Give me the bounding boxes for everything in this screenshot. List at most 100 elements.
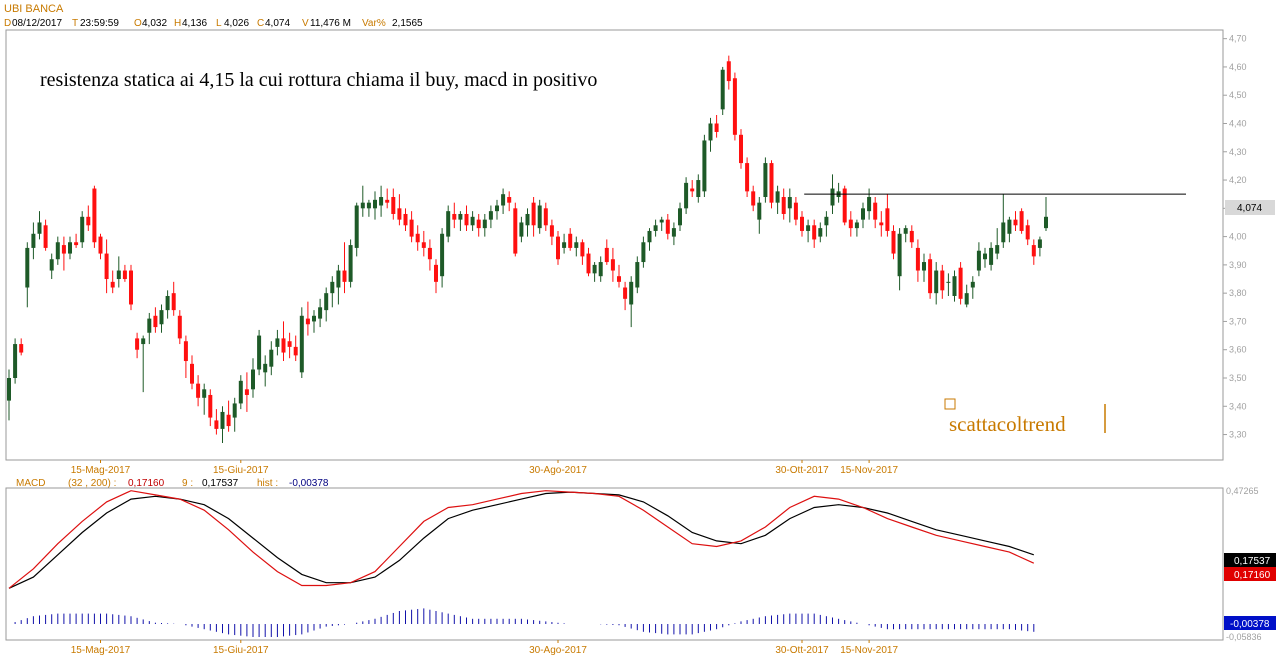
candle-body: [543, 208, 548, 226]
candle: [696, 174, 701, 203]
candle: [92, 185, 97, 248]
signal-legend-value: 0,17537: [202, 478, 239, 489]
candle: [678, 202, 682, 231]
candle: [952, 270, 957, 302]
candle: [983, 247, 987, 268]
candle-body: [342, 270, 347, 282]
candle-body: [897, 233, 902, 277]
candle-body: [842, 188, 847, 223]
candle: [348, 239, 353, 288]
candle: [214, 409, 219, 435]
candle: [580, 239, 585, 265]
candle-body: [976, 250, 981, 271]
candle-body: [305, 318, 310, 325]
open-value: 4,032: [142, 18, 167, 29]
candle: [635, 256, 640, 294]
signal-legend-label: 9 :: [182, 478, 193, 489]
candle: [549, 219, 554, 246]
candle-body: [141, 338, 146, 345]
candle-body: [299, 315, 304, 373]
candle: [330, 276, 335, 308]
candle-body: [110, 281, 115, 288]
candle: [897, 228, 902, 291]
candle-body: [348, 245, 353, 282]
low-label: L: [216, 18, 222, 29]
candle-body: [165, 295, 170, 311]
candle-body: [873, 202, 878, 220]
candle-body: [116, 270, 121, 280]
close-label: C: [257, 18, 264, 29]
candle: [745, 157, 750, 198]
candle-body: [659, 219, 664, 223]
candle-body: [440, 233, 445, 277]
candle: [171, 281, 176, 316]
candle-body: [336, 270, 341, 288]
candle-body: [202, 389, 207, 398]
candle: [488, 205, 493, 229]
candle-body: [196, 383, 201, 398]
candle-body: [80, 216, 85, 243]
var-label: Var%: [362, 18, 386, 29]
candle: [903, 225, 908, 243]
candle: [1044, 197, 1048, 231]
candle-body: [287, 341, 292, 347]
candle-body: [739, 134, 743, 164]
candle-body: [629, 281, 634, 305]
macd-legend-value: 0,17160: [128, 478, 165, 489]
candle: [427, 239, 432, 271]
candle-body: [507, 197, 512, 203]
candle: [415, 225, 420, 251]
candle-body: [964, 293, 969, 305]
candle-body: [885, 208, 890, 231]
candle-body: [452, 213, 457, 220]
candle: [501, 188, 506, 214]
candle: [970, 276, 975, 299]
candle-body: [37, 222, 42, 234]
candle: [403, 208, 408, 231]
candle: [964, 284, 969, 308]
candle: [604, 239, 609, 265]
candle-body: [397, 208, 402, 220]
candle-body: [952, 276, 957, 296]
candle: [391, 188, 396, 220]
candle: [251, 358, 255, 398]
candle: [68, 236, 72, 260]
time-value: 23:59:59: [80, 18, 119, 29]
var-value: 2,1565: [392, 18, 423, 29]
price-y-tick-label: 4,60: [1229, 62, 1247, 72]
candle: [244, 372, 249, 412]
candle-body: [275, 338, 280, 347]
candle-body: [324, 293, 329, 311]
candle-body: [190, 363, 194, 384]
candle: [739, 129, 743, 169]
candle-body: [647, 230, 652, 243]
candle-body: [800, 216, 804, 231]
candle-body: [970, 281, 975, 288]
x-tick-label: 30-Ott-2017: [775, 645, 829, 656]
candle: [226, 400, 231, 432]
candle-body: [1025, 225, 1030, 240]
candle-body: [135, 338, 140, 350]
candle: [385, 188, 390, 209]
candle: [464, 205, 469, 231]
candle-body: [183, 341, 188, 362]
candle-body: [312, 315, 316, 322]
candle-body: [720, 69, 725, 110]
candle: [208, 389, 213, 427]
candle-body: [482, 219, 487, 229]
candle-body: [519, 222, 524, 237]
candle-body: [537, 205, 542, 229]
candle: [702, 134, 707, 198]
x-tick-label: 15-Mag-2017: [71, 465, 131, 476]
open-label: O: [134, 18, 142, 29]
candle-body: [1013, 219, 1018, 226]
candle-body: [86, 216, 91, 226]
price-y-tick-label: 4,50: [1229, 90, 1247, 100]
candle: [135, 332, 140, 359]
candle: [574, 236, 579, 257]
candle-body: [476, 219, 481, 229]
candle-body: [226, 414, 231, 427]
candle-body: [623, 287, 628, 299]
candlestick-series: [7, 55, 1048, 444]
x-tick-label: 15-Mag-2017: [71, 645, 131, 656]
